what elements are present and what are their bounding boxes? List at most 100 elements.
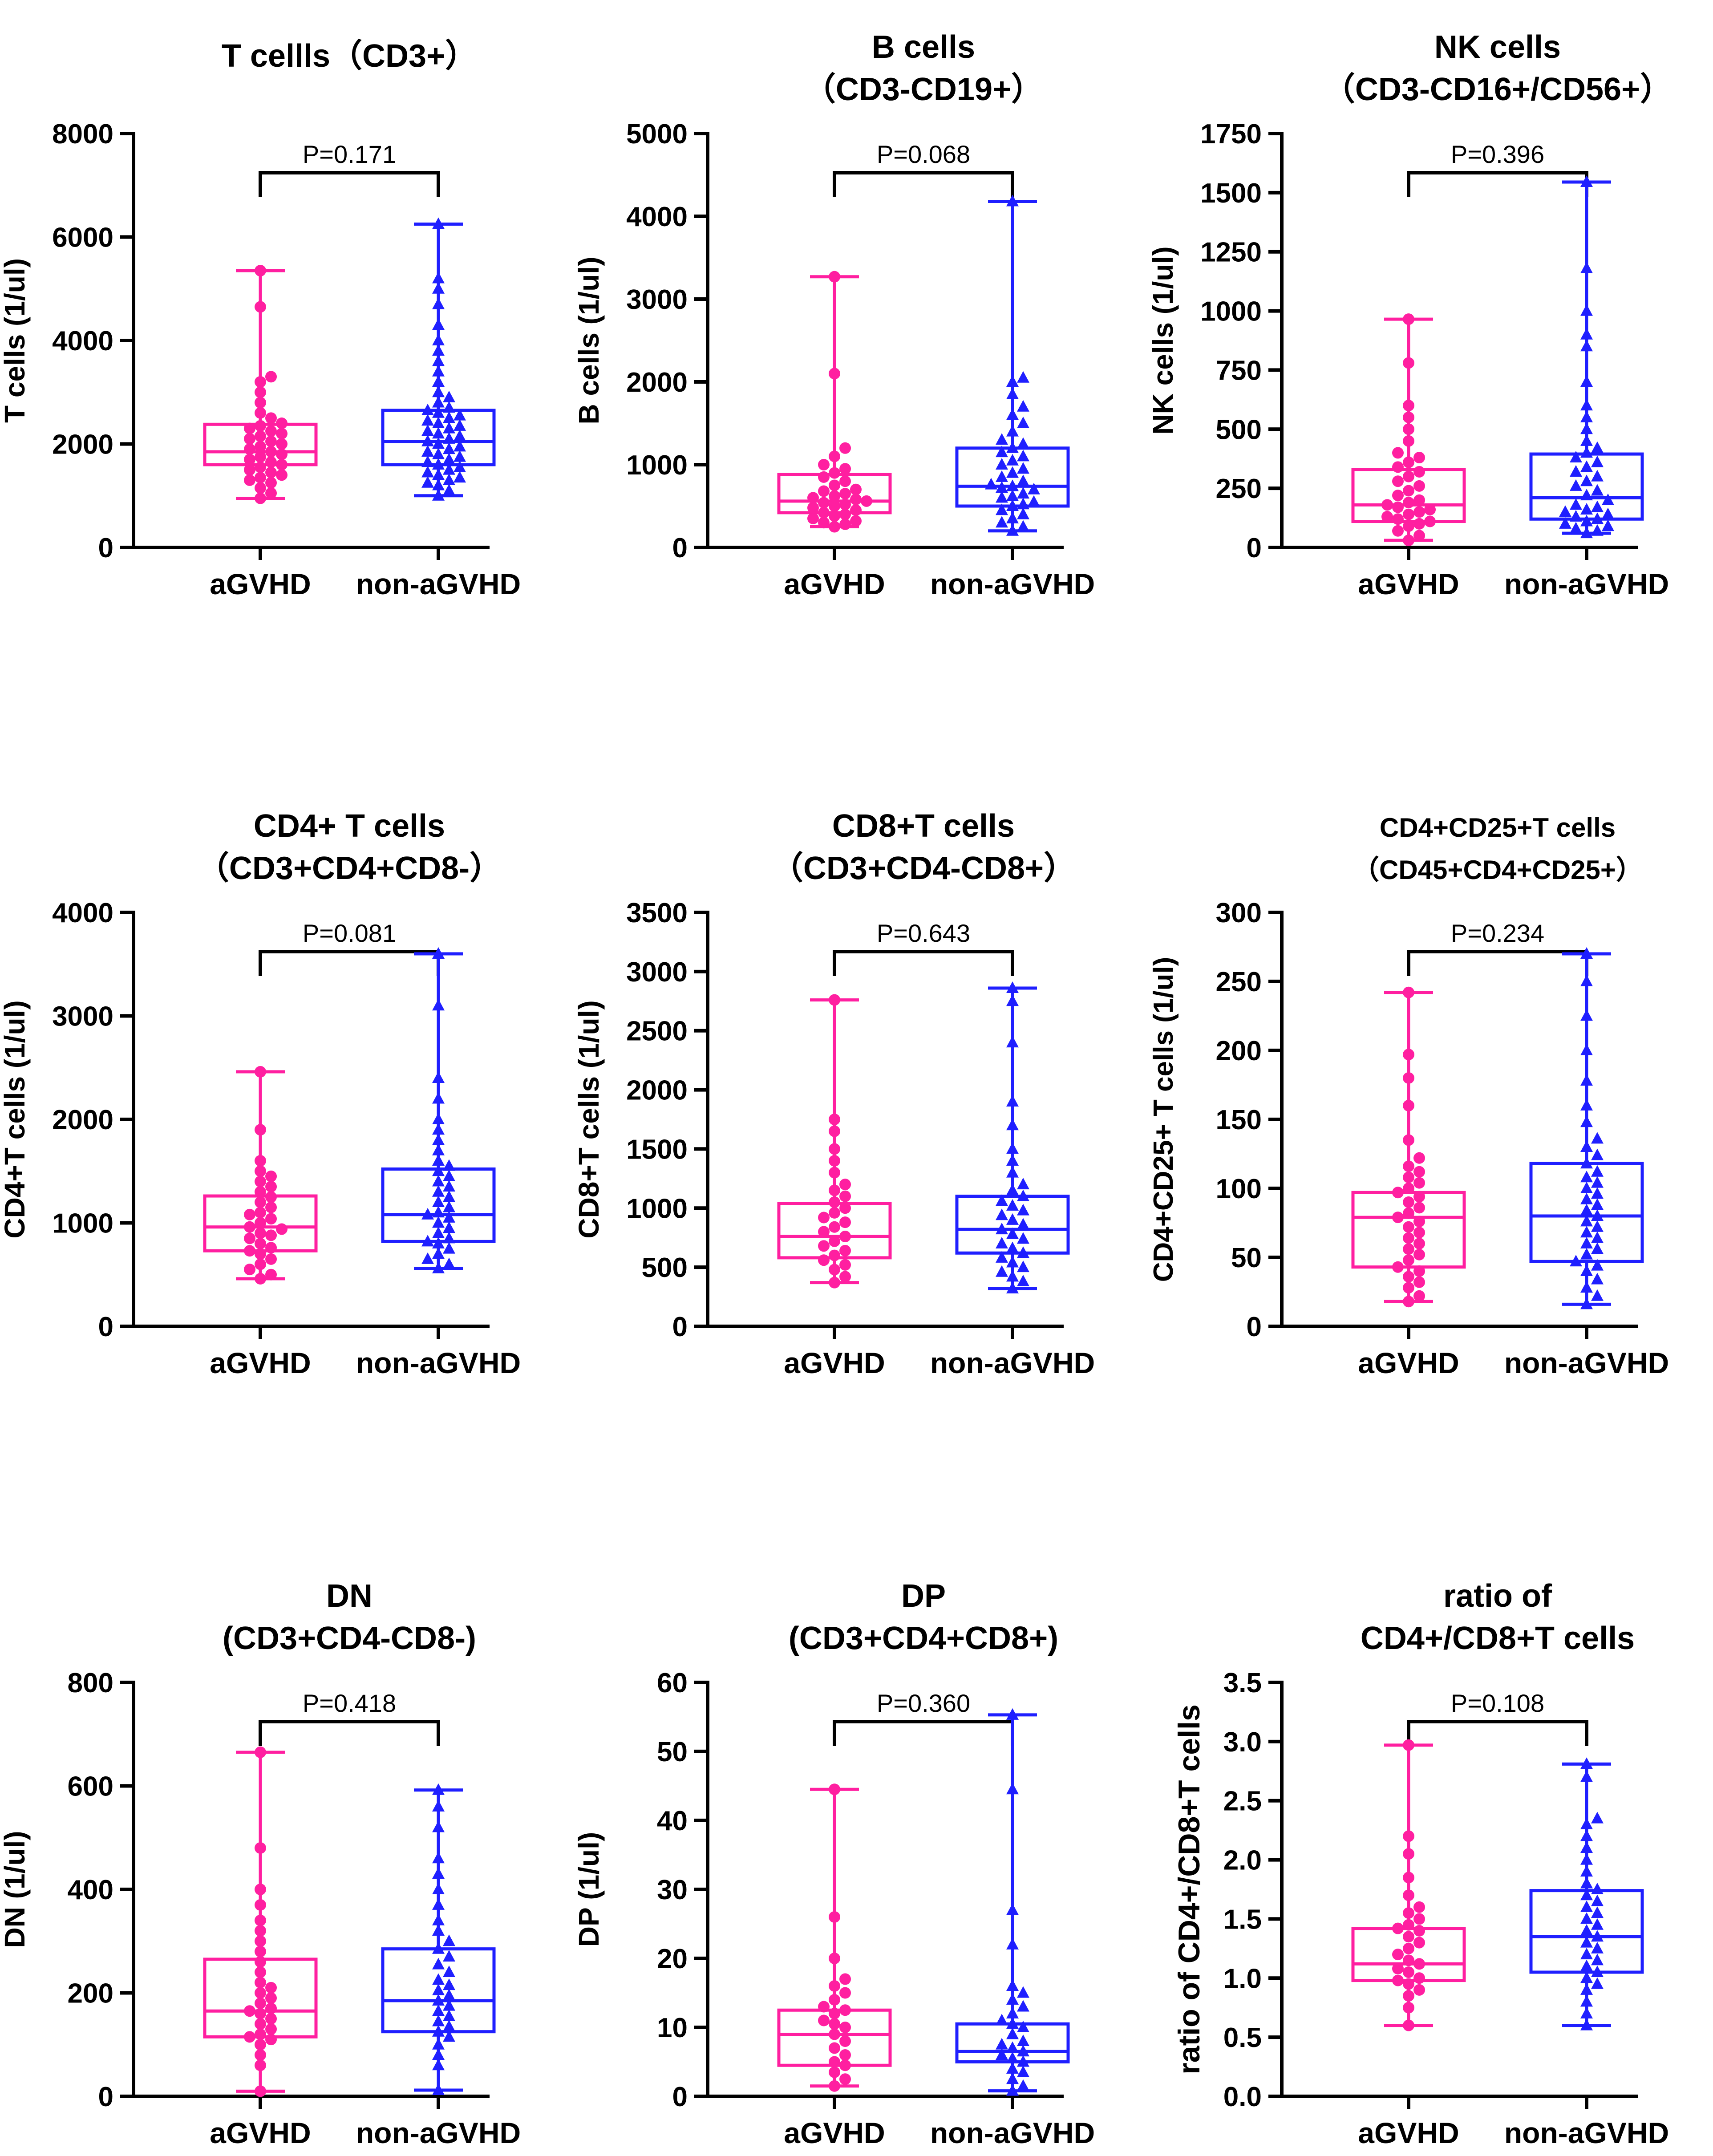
data-point-circle	[829, 490, 840, 502]
data-point-triangle	[1580, 460, 1593, 472]
data-point-triangle	[421, 424, 434, 436]
data-point-circle	[839, 508, 851, 520]
data-point-circle	[829, 1143, 840, 1155]
data-point-triangle	[1580, 1182, 1593, 1193]
data-point-circle	[265, 1982, 277, 1994]
data-point-circle	[265, 446, 277, 458]
data-point-circle	[276, 438, 288, 450]
data-point-circle	[1403, 1072, 1414, 1084]
data-point-triangle	[1017, 2045, 1029, 2057]
data-point-triangle	[443, 1257, 455, 1269]
data-point-circle	[265, 466, 277, 478]
data-point-circle	[1413, 1152, 1425, 1164]
data-point-circle	[1403, 1907, 1414, 1919]
data-point-circle	[1413, 1216, 1425, 1228]
data-point-circle	[244, 2031, 255, 2043]
significance-bracket	[833, 950, 1014, 976]
y-tick-label: 1000	[626, 1193, 688, 1224]
data-point-circle	[1403, 485, 1414, 497]
data-point-triangle	[996, 2048, 1008, 2060]
chart-title-line: （CD3+CD4-CD8+）	[771, 851, 1076, 886]
data-point-circle	[1403, 1282, 1414, 1294]
data-point-circle	[829, 1953, 840, 1964]
data-point-triangle	[1006, 499, 1019, 511]
data-point-triangle	[1580, 434, 1593, 446]
y-tick-label: 600	[68, 1771, 113, 1802]
data-point-triangle	[421, 403, 434, 415]
data-point-triangle	[443, 1242, 455, 1254]
data-point-circle	[1413, 530, 1425, 542]
significance-bracket	[259, 950, 440, 976]
data-point-triangle	[996, 481, 1008, 493]
data-point-triangle	[1006, 1183, 1019, 1196]
data-point-triangle	[1580, 1959, 1593, 1971]
series-aGVHD	[203, 1066, 318, 1285]
y-tick-label: 10	[657, 2013, 688, 2043]
data-point-triangle	[1591, 1165, 1604, 1177]
data-point-triangle	[432, 2004, 445, 2016]
chart-title-line: （CD45+CD4+CD25+）	[1353, 855, 1643, 885]
chart-title-line: CD4+/CD8+T cells	[1361, 1621, 1635, 1656]
data-point-triangle	[432, 1247, 445, 1259]
data-point-circle	[818, 517, 830, 529]
data-point-triangle	[1591, 1977, 1604, 1989]
data-point-circle	[1403, 1954, 1414, 1966]
data-point-triangle	[1580, 1248, 1593, 1260]
data-point-triangle	[1591, 1198, 1604, 1210]
data-point-circle	[1403, 1171, 1414, 1183]
data-point-triangle	[1028, 495, 1040, 507]
data-point-circle	[244, 1221, 255, 1233]
data-point-circle	[255, 397, 266, 409]
data-point-circle	[1413, 1202, 1425, 1214]
data-point-triangle	[432, 1175, 445, 1187]
data-point-triangle	[1006, 408, 1019, 420]
data-point-triangle	[432, 1071, 445, 1083]
data-point-circle	[1413, 1265, 1425, 1277]
data-point-triangle	[1017, 400, 1029, 412]
data-point-triangle	[996, 433, 1008, 445]
data-point-triangle	[1017, 417, 1029, 428]
chart-panel-2: B cells （CD3-CD19+） 0 1000 2000 3000 4000 5000 B…	[573, 29, 1095, 600]
data-point-circle	[829, 1114, 840, 1125]
data-point-triangle	[1559, 505, 1571, 517]
data-point-triangle	[432, 2048, 445, 2060]
y-tick-label: 2000	[52, 1105, 113, 1135]
y-axis-label: CD4+CD25+ T cells (1/ul)	[1148, 957, 1179, 1282]
data-point-circle	[265, 435, 277, 447]
y-tick-label: 100	[1216, 1174, 1262, 1204]
data-point-circle	[255, 420, 266, 432]
data-point-circle	[1413, 1227, 1425, 1239]
data-point-triangle	[1017, 2021, 1029, 2032]
data-point-triangle	[443, 1999, 455, 2011]
data-point-triangle	[421, 414, 434, 426]
data-point-circle	[255, 1925, 266, 1937]
p-value-label: P=0.418	[303, 1689, 396, 1717]
data-point-triangle	[1006, 1281, 1019, 1293]
data-point-triangle	[1580, 1924, 1593, 1936]
data-point-circle	[1403, 520, 1414, 532]
data-point-circle	[255, 1899, 266, 1911]
data-point-circle	[829, 2028, 840, 2040]
data-point-circle	[1403, 1296, 1414, 1308]
data-point-circle	[255, 2085, 266, 2097]
data-point-circle	[265, 371, 277, 383]
chart-title-line: ratio of	[1443, 1578, 1552, 1614]
x-group-label: aGVHD	[1358, 567, 1459, 600]
y-tick-label: 60	[657, 1668, 688, 1698]
y-tick-label: 150	[1216, 1105, 1262, 1135]
data-point-circle	[255, 441, 266, 453]
chart-title-line: （CD3+CD4+CD8-）	[197, 851, 502, 886]
data-point-triangle	[432, 1123, 445, 1135]
data-point-triangle	[443, 1934, 455, 1946]
data-point-triangle	[1017, 498, 1029, 510]
data-point-triangle	[432, 1196, 445, 1207]
data-point-triangle	[1580, 2018, 1593, 2030]
data-point-circle	[265, 2023, 277, 2035]
data-point-circle	[839, 2022, 851, 2033]
data-point-triangle	[1006, 2062, 1019, 2074]
data-point-circle	[265, 2013, 277, 2025]
data-point-triangle	[996, 1265, 1008, 1277]
data-point-circle	[1413, 518, 1425, 530]
chart-title-line: （CD3-CD19+）	[804, 72, 1043, 107]
data-point-triangle	[432, 2083, 445, 2095]
